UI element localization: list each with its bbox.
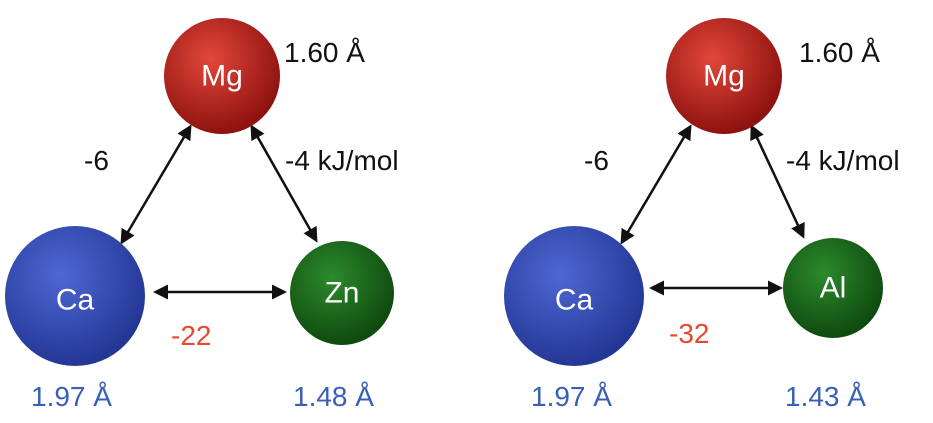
edge-mg-al (750, 124, 805, 239)
atom-mg (164, 18, 280, 134)
atom-ca-label: Ca (555, 284, 594, 317)
al-radius-label: 1.43 Å (785, 381, 866, 412)
atom-ca-label: Ca (56, 284, 95, 317)
atom-zn-label: Zn (324, 277, 359, 310)
edge-mg-ca (620, 124, 692, 245)
atom-ca (5, 226, 145, 366)
panel-right: Mg Ca Al 1.60 Å -6 -4 kJ/mol -32 1.97 Å … (504, 18, 900, 412)
left-edge-energy: -6 (84, 145, 109, 176)
bottom-edge-energy: -32 (669, 318, 709, 349)
ca-radius-label: 1.97 Å (531, 381, 612, 412)
edge-mg-zn (250, 124, 318, 243)
right-edge-energy: -4 kJ/mol (285, 145, 399, 176)
atom-mg (666, 18, 782, 134)
atom-ca (504, 226, 644, 366)
ca-radius-label: 1.97 Å (31, 381, 112, 412)
left-edge-energy: -6 (584, 145, 609, 176)
atom-al-label: Al (820, 272, 847, 305)
panel-left: Mg Ca Zn 1.60 Å -6 -4 kJ/mol -22 1.97 Å … (5, 18, 399, 412)
mg-radius-label: 1.60 Å (799, 37, 880, 68)
mg-radius-label: 1.60 Å (284, 37, 365, 68)
atom-mg-label: Mg (703, 60, 745, 93)
bottom-edge-energy: -22 (171, 320, 211, 351)
atom-al (783, 238, 883, 338)
right-edge-energy: -4 kJ/mol (786, 145, 900, 176)
edge-mg-ca (120, 124, 192, 245)
atom-mg-label: Mg (201, 60, 243, 93)
atom-zn (290, 241, 394, 345)
zn-radius-label: 1.48 Å (293, 381, 374, 412)
